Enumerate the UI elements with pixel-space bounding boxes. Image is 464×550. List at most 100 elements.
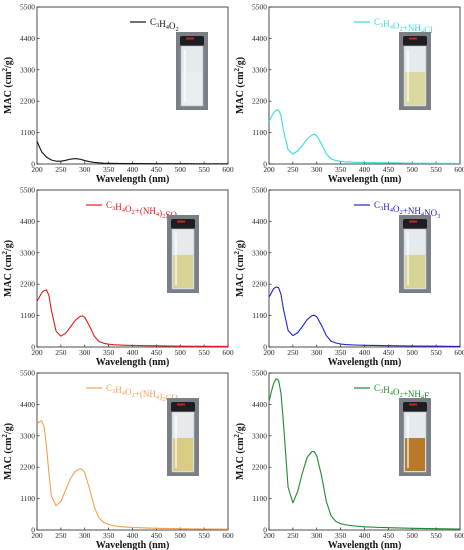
chart-panel-5: 0 1100 2200 3300 4400 5500 200 250 300 350 400 450 5… — [0, 366, 234, 550]
x-tick-label: 500 — [175, 348, 187, 357]
legend-label: C3H4O2+NH4Cl — [374, 17, 433, 35]
x-tick-label: 300 — [79, 348, 91, 357]
x-tick-label: 250 — [287, 165, 299, 174]
x-tick-label: 200 — [31, 531, 43, 540]
y-tick-label: 0 — [263, 343, 267, 352]
x-tick-label: 300 — [79, 531, 91, 540]
y-tick-label: 2200 — [20, 97, 35, 106]
y-axis-label: MAC (cm2/g) — [233, 57, 246, 114]
vial-cap-mark — [186, 37, 194, 40]
x-tick-label: 350 — [103, 348, 115, 357]
x-tick-label: 200 — [263, 348, 275, 357]
y-tick-label: 5500 — [20, 186, 35, 195]
y-tick-label: 1100 — [252, 128, 267, 137]
vial-photo — [399, 398, 431, 476]
y-tick-label: 5500 — [20, 369, 35, 378]
x-tick-label: 200 — [263, 165, 275, 174]
x-tick-label: 350 — [335, 348, 347, 357]
x-tick-label: 550 — [199, 531, 211, 540]
x-tick-label: 600 — [454, 531, 464, 540]
x-tick-label: 500 — [407, 165, 419, 174]
x-tick-label: 600 — [454, 348, 464, 357]
chart-svg-5: 0 1100 2200 3300 4400 5500 200 250 300 350 400 450 5… — [1, 369, 234, 550]
y-tick-label: 0 — [31, 526, 35, 535]
vial-liquid — [405, 438, 425, 471]
chart-svg-6: 0 1100 2200 3300 4400 5500 200 250 300 350 400 450 5… — [233, 369, 464, 550]
x-tick-label: 200 — [263, 531, 275, 540]
y-tick-label: 1100 — [252, 494, 267, 503]
chart-svg-4: 0 1100 2200 3300 4400 5500 200 250 300 350 400 450 5… — [233, 186, 464, 369]
x-tick-label: 300 — [311, 531, 323, 540]
series-line-C3H4O2+NH4Cl — [268, 109, 461, 164]
x-tick-label: 550 — [199, 348, 211, 357]
x-tick-label: 500 — [175, 531, 187, 540]
x-tick-label: 600 — [222, 165, 234, 174]
plot-frame — [268, 372, 461, 531]
vial-highlight — [407, 233, 409, 285]
x-tick-label: 450 — [383, 165, 395, 174]
x-tick-label: 300 — [79, 165, 91, 174]
y-tick-label: 4400 — [20, 34, 35, 43]
x-tick-label: 400 — [359, 531, 371, 540]
x-tick-label: 550 — [199, 165, 211, 174]
x-tick-label: 250 — [55, 531, 67, 540]
vial-photo — [399, 32, 431, 110]
legend-label: C3H4O2+NH4NO3 — [374, 200, 440, 220]
y-tick-label: 2200 — [252, 463, 267, 472]
x-axis-label: Wavelength (nm) — [328, 540, 402, 550]
x-tick-label: 450 — [151, 348, 163, 357]
y-axis-label: MAC (cm2/g) — [1, 57, 14, 114]
y-tick-label: 2200 — [20, 280, 35, 289]
y-axis-label: MAC (cm2/g) — [1, 423, 14, 480]
vial-liquid — [405, 255, 425, 288]
y-tick-label: 3300 — [252, 248, 267, 257]
x-tick-label: 600 — [222, 348, 234, 357]
x-tick-label: 500 — [175, 165, 187, 174]
chart-panel-6: 0 1100 2200 3300 4400 5500 200 250 300 350 400 450 5… — [232, 366, 464, 550]
vial-photo — [399, 215, 431, 293]
x-tick-label: 450 — [151, 531, 163, 540]
vial-highlight — [184, 50, 186, 102]
vial-highlight — [175, 416, 177, 468]
series-line-C3H4O2+NH4F — [268, 378, 461, 530]
y-tick-label: 2200 — [252, 97, 267, 106]
x-tick-label: 550 — [431, 531, 443, 540]
chart-svg-2: 0 1100 2200 3300 4400 5500 200 250 300 350 400 450 5… — [233, 3, 464, 186]
x-tick-label: 400 — [127, 531, 139, 540]
vial-highlight — [175, 233, 177, 285]
y-tick-label: 4400 — [20, 217, 35, 226]
x-axis-label: Wavelength (nm) — [328, 357, 402, 368]
y-tick-label: 1100 — [20, 128, 35, 137]
y-tick-label: 2200 — [252, 280, 267, 289]
y-tick-label: 5500 — [252, 3, 267, 12]
x-tick-label: 500 — [407, 348, 419, 357]
x-tick-label: 200 — [31, 348, 43, 357]
chart-panel-4: 0 1100 2200 3300 4400 5500 200 250 300 350 400 450 5… — [232, 183, 464, 369]
x-tick-label: 400 — [127, 165, 139, 174]
x-tick-label: 550 — [431, 165, 443, 174]
x-tick-label: 350 — [335, 165, 347, 174]
x-axis-label: Wavelength (nm) — [96, 174, 170, 185]
x-tick-label: 600 — [454, 165, 464, 174]
vial-cap-mark — [177, 403, 185, 406]
y-tick-label: 1100 — [20, 311, 35, 320]
x-tick-label: 400 — [127, 348, 139, 357]
y-tick-label: 3300 — [20, 65, 35, 74]
vial-cap-mark — [409, 403, 417, 406]
vial-liquid — [173, 255, 193, 288]
y-tick-label: 0 — [31, 160, 35, 169]
chart-panel-1: 0 1100 2200 3300 4400 5500 200 250 300 350 400 450 5… — [0, 0, 234, 186]
vial-highlight — [407, 416, 409, 468]
y-tick-label: 4400 — [252, 400, 267, 409]
x-tick-label: 250 — [55, 348, 67, 357]
chart-svg-1: 0 1100 2200 3300 4400 5500 200 250 300 350 400 450 5… — [1, 3, 234, 186]
x-axis-label: Wavelength (nm) — [96, 357, 170, 368]
y-tick-label: 3300 — [252, 431, 267, 440]
x-tick-label: 450 — [151, 165, 163, 174]
series-line-C3H4O2+(NH4)2CO3 — [36, 420, 229, 530]
y-tick-label: 1100 — [20, 494, 35, 503]
x-tick-label: 300 — [311, 165, 323, 174]
vial-liquid — [405, 72, 425, 105]
y-tick-label: 5500 — [20, 3, 35, 12]
y-axis-label: MAC (cm2/g) — [1, 240, 14, 297]
